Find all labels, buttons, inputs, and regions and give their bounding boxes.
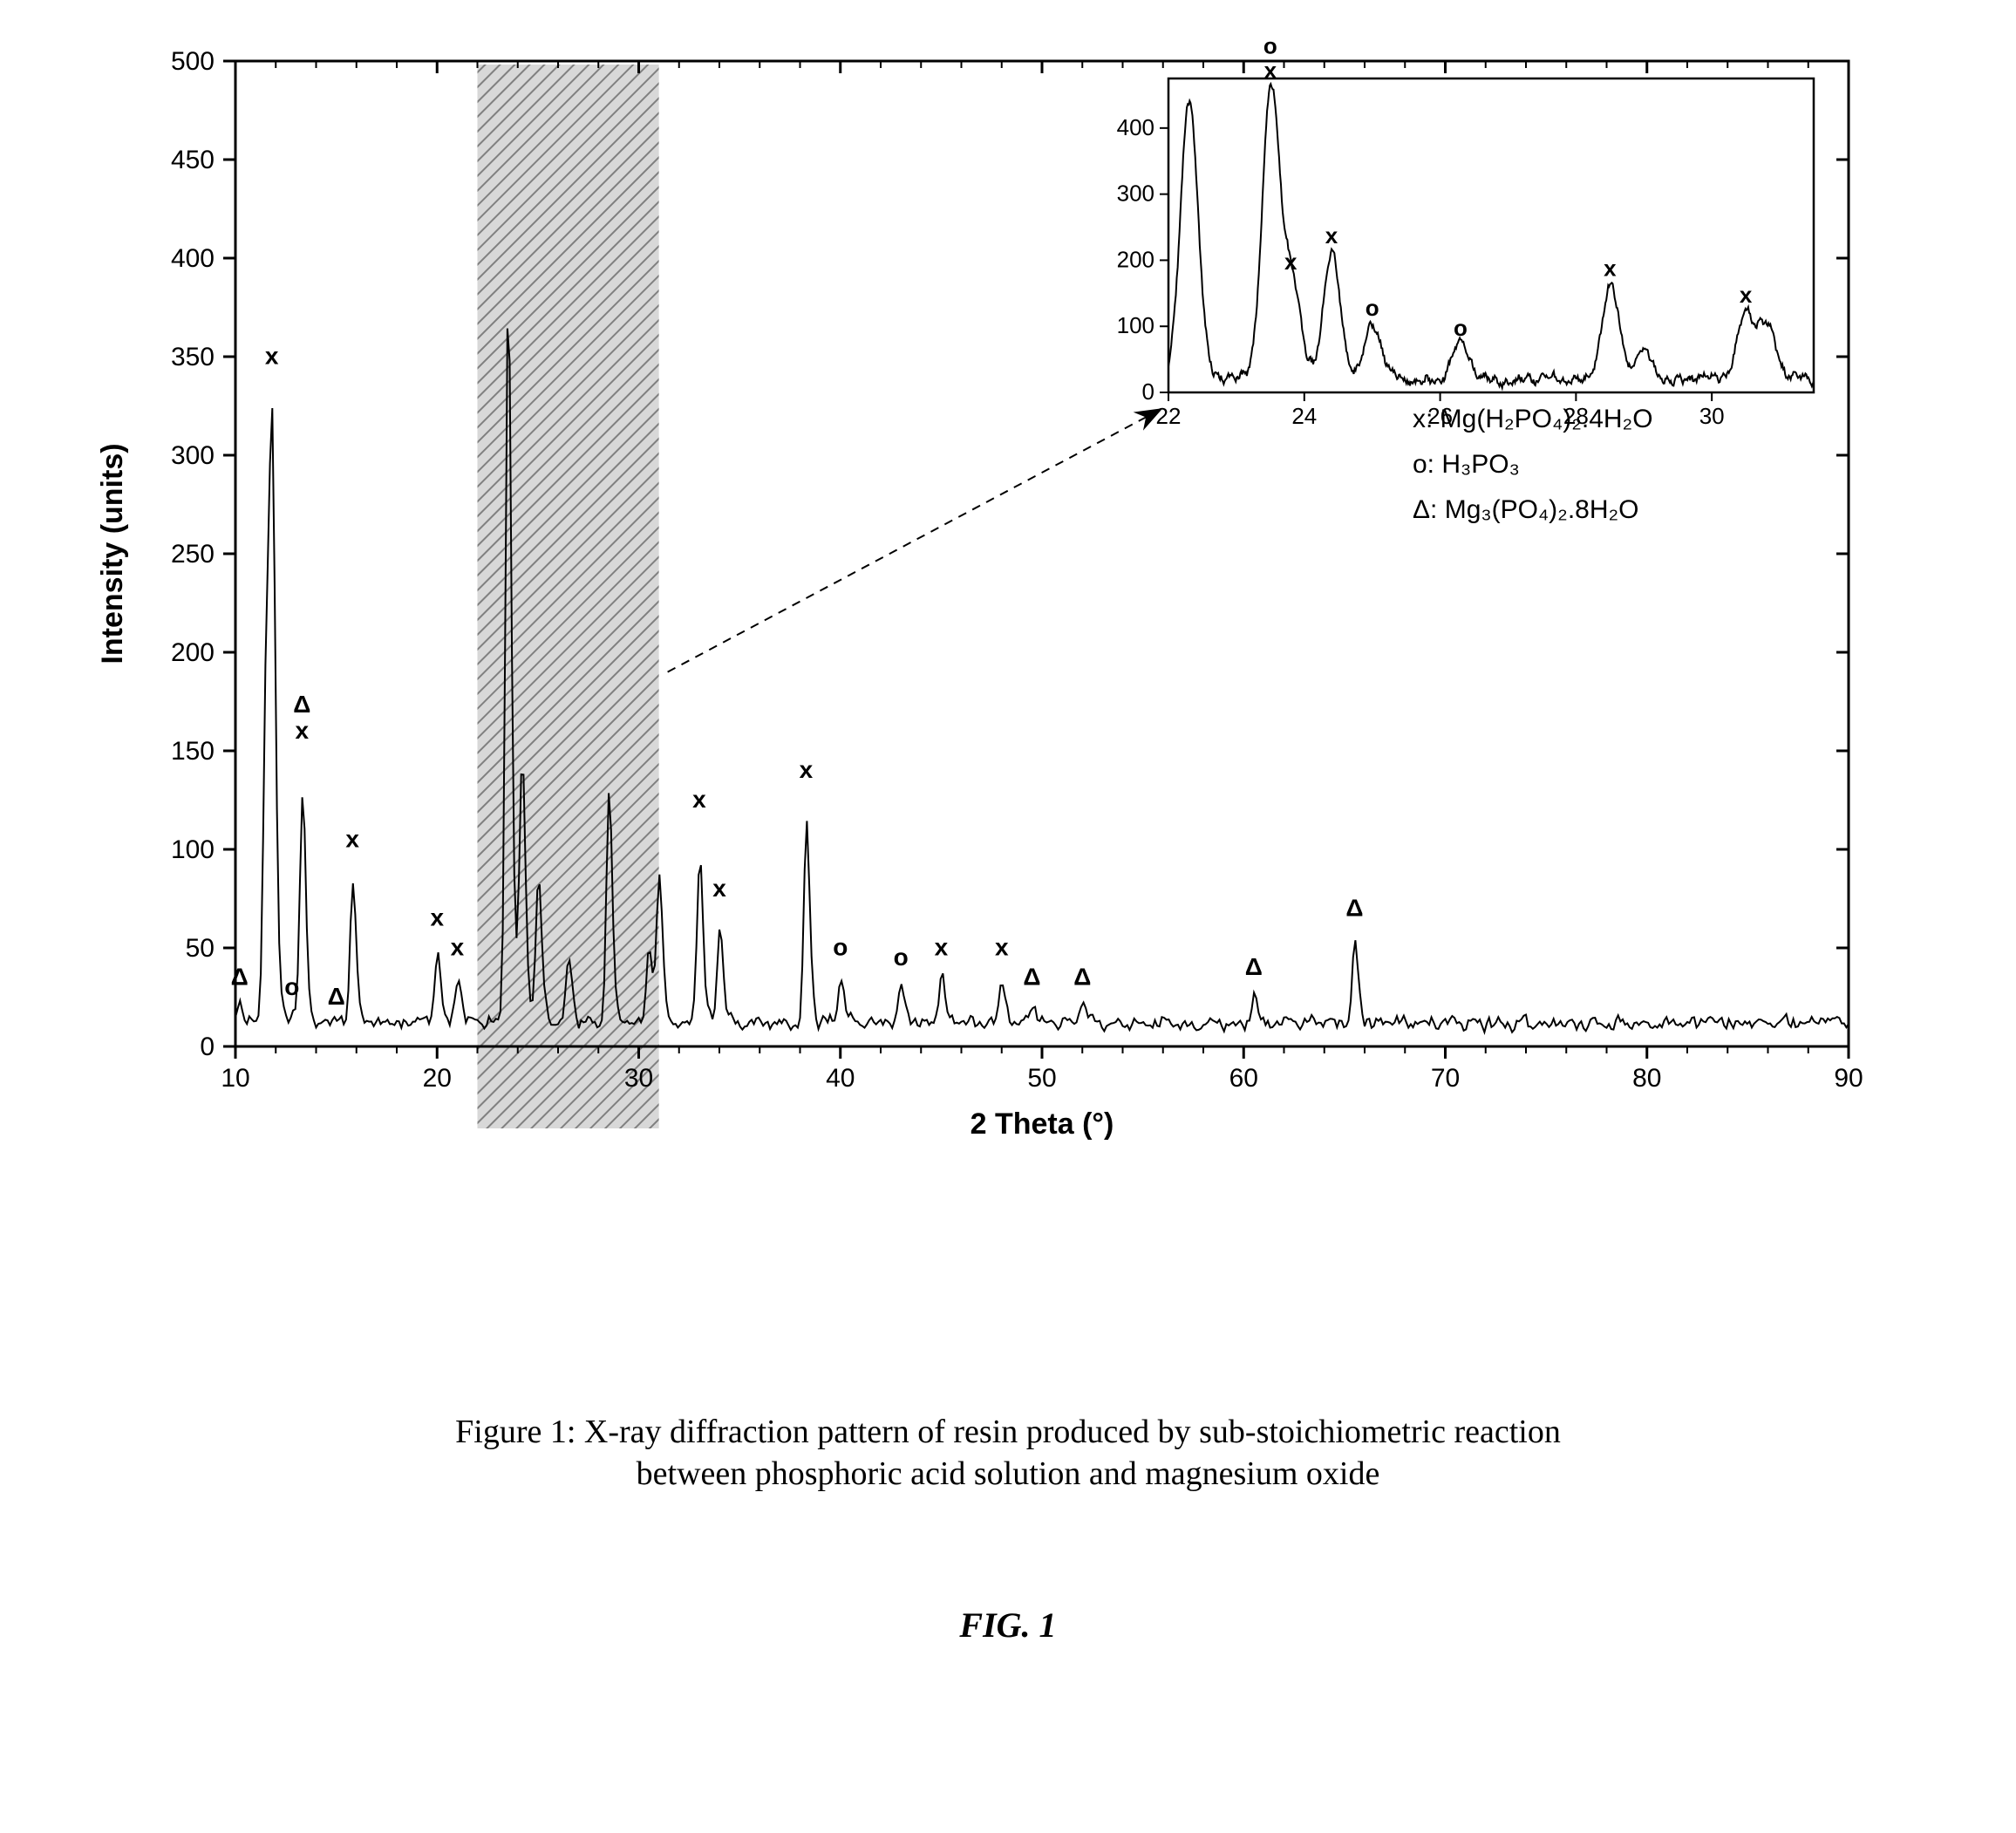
inset-x-tick: 26 [1427,403,1453,429]
peak-label: x [296,717,310,744]
inset-y-tick: 0 [1142,378,1154,405]
peak-label: x [995,934,1009,961]
x-tick-label: 90 [1834,1064,1863,1093]
peak-label: Δ [1245,953,1263,980]
inset-peak-label: x [1264,57,1277,83]
x-tick-label: 70 [1431,1064,1460,1093]
peak-label: Δ [293,691,310,718]
y-tick-label: 150 [171,737,215,766]
legend-item: o: H₃PO₃ [1413,450,1520,479]
peak-label: x [430,904,444,931]
peak-label: x [692,786,706,813]
y-tick-label: 450 [171,146,215,174]
callout-arrow [668,410,1160,672]
x-tick-label: 80 [1632,1064,1661,1093]
y-tick-label: 350 [171,343,215,371]
y-tick-label: 500 [171,47,215,76]
peak-label: o [284,973,299,1000]
y-tick-label: 100 [171,835,215,864]
chart-container: 0501001502002503003504004505001020304050… [70,35,1944,1256]
inset-x-tick: 28 [1563,403,1589,429]
x-tick-label: 50 [1027,1064,1056,1093]
xrd-chart: 0501001502002503003504004505001020304050… [70,35,1944,1256]
y-tick-label: 300 [171,441,215,470]
inset-peak-label: o [1263,35,1277,58]
page: 0501001502002503003504004505001020304050… [0,0,2016,1833]
peak-label: x [345,825,359,852]
inset-peak-label: o [1366,295,1379,321]
peak-label: o [833,934,848,961]
inset-y-tick: 200 [1117,246,1154,272]
inset-peak-label: x [1284,249,1297,275]
x-axis-label: 2 Theta (°) [971,1107,1114,1141]
peak-label: Δ [1073,964,1091,991]
y-axis-label: Intensity (units) [96,443,129,664]
y-tick-label: 0 [200,1032,215,1061]
peak-label: o [894,944,909,971]
inset-y-tick: 300 [1117,181,1154,207]
peak-label: Δ [1345,894,1363,921]
x-tick-label: 60 [1229,1064,1258,1093]
inset-peak-label: x [1604,256,1617,282]
inset-x-tick: 22 [1156,403,1182,429]
legend-item: Δ: Mg₃(PO₄)₂.8H₂O [1413,495,1638,524]
inset-peak-label: x [1740,282,1753,308]
peak-label: Δ [1023,964,1040,991]
peak-label: Δ [231,964,249,991]
peak-label: x [265,343,279,370]
x-tick-label: 10 [221,1064,249,1093]
inset-x-tick: 30 [1699,403,1725,429]
y-tick-label: 200 [171,638,215,667]
y-tick-label: 50 [186,934,215,963]
inset-y-tick: 100 [1117,312,1154,338]
inset-x-tick: 24 [1291,403,1317,429]
inset-peak-label: o [1454,315,1468,341]
peak-label: x [451,934,465,961]
y-tick-label: 400 [171,244,215,273]
peak-label: Δ [328,983,345,1010]
inset-y-tick: 400 [1117,114,1154,140]
x-tick-label: 40 [826,1064,855,1093]
y-tick-label: 250 [171,540,215,569]
inset-peak-label: x [1325,222,1338,249]
figure-label: FIG. 1 [0,1605,2016,1646]
peak-label: x [712,875,726,902]
figure-caption-line2: between phosphoric acid solution and mag… [0,1455,2016,1493]
peak-label: x [800,756,814,783]
figure-caption-line1: Figure 1: X-ray diffraction pattern of r… [0,1413,2016,1451]
peak-label: x [935,934,949,961]
x-tick-label: 20 [423,1064,452,1093]
x-tick-label: 30 [624,1064,653,1093]
